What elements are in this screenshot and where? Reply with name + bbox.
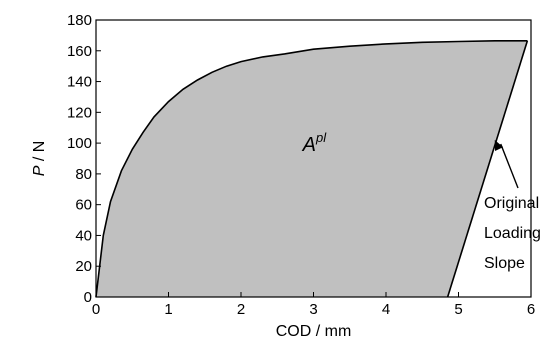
x-axis-ticks: 0 1 2 3 4 5 6 [92,292,535,318]
x-tick-label: 1 [164,301,172,318]
x-tick-label: 4 [382,301,390,318]
annotation-line-2: Loading [484,225,541,242]
y-axis-label: P / N [31,141,48,177]
y-axis-label-symbol: P [31,165,48,176]
area-label-superscript: pl [315,130,327,145]
y-axis-label-unit: / N [31,141,48,166]
area-label: Apl [302,130,328,156]
y-tick-label: 0 [84,289,92,306]
y-tick-label: 40 [75,227,92,244]
area-label-base: A [302,134,316,156]
y-tick-label: 180 [67,12,92,29]
x-tick-label: 3 [309,301,317,318]
annotation-arrow [500,143,519,189]
x-tick-label: 2 [237,301,245,318]
x-axis-label: COD / mm [276,323,352,340]
y-tick-label: 100 [67,135,92,152]
loading-curve [95,40,528,298]
x-tick-label: 0 [92,301,100,318]
y-tick-label: 120 [67,104,92,121]
y-tick-label: 80 [75,166,92,183]
y-tick-label: 60 [75,197,92,214]
annotation-original-loading-slope: Original Loading Slope [484,140,541,272]
annotation-line-1: Original [484,195,539,212]
plastic-work-area [96,40,528,298]
x-tick-label: 6 [527,301,535,318]
x-tick-label: 5 [454,301,462,318]
annotation-line-3: Slope [484,255,525,272]
plot-area [95,40,529,298]
y-tick-label: 20 [75,258,92,275]
annotation-arrow-head [494,140,504,151]
y-axis-ticks: 0 20 40 60 80 100 120 140 160 180 [67,12,101,306]
y-tick-label: 140 [67,74,92,91]
y-tick-label: 160 [67,43,92,60]
unloading-line [446,40,529,298]
